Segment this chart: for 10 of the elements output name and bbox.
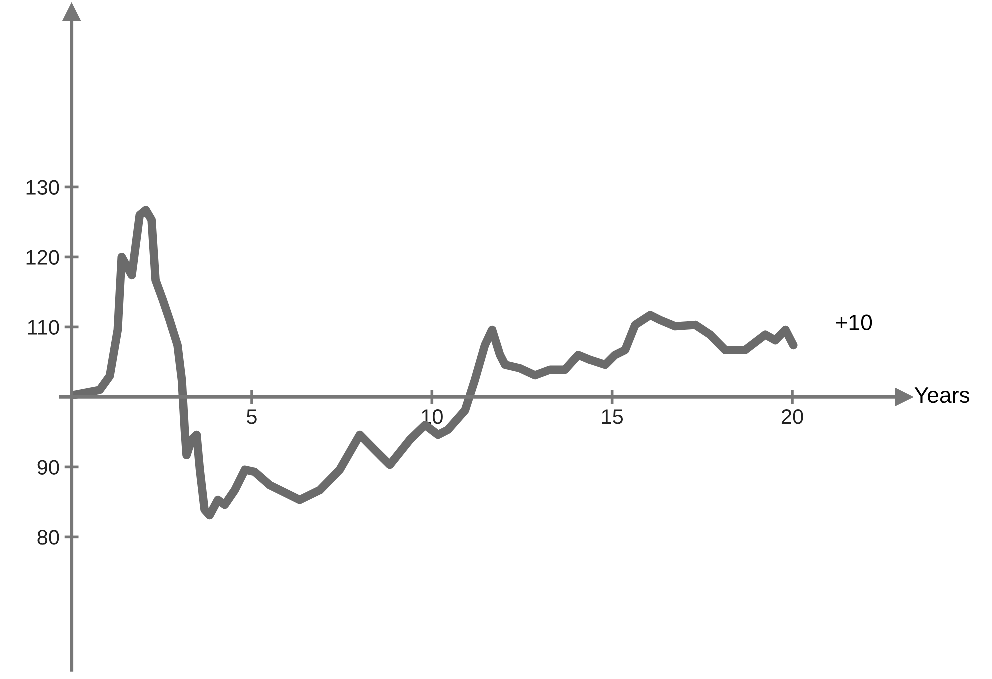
x-axis-title: Years xyxy=(914,388,970,404)
y-tick-label: 130 xyxy=(26,180,60,195)
y-tick-label: 110 xyxy=(28,320,60,335)
y-tick-label: 90 xyxy=(38,460,60,475)
annotation: +10 xyxy=(836,314,872,331)
y-tick-label: 120 xyxy=(26,250,60,265)
y-tick-label: 80 xyxy=(38,530,60,545)
x-tick-label: 20 xyxy=(782,410,804,424)
x-tick-label: 15 xyxy=(602,410,624,424)
x-tick-label: 5 xyxy=(247,410,257,424)
